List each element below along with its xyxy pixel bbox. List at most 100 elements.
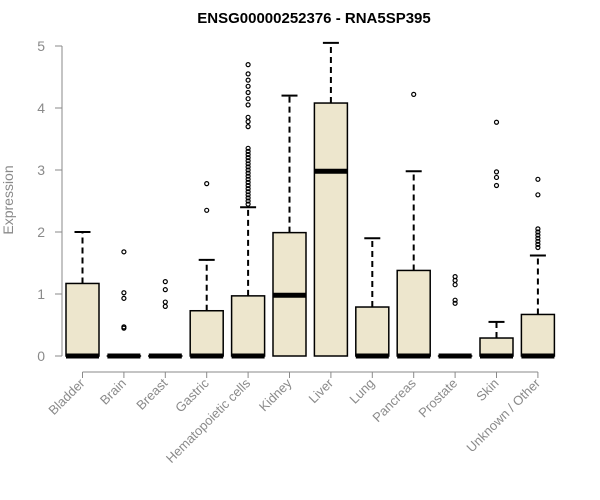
outlier-point [162, 303, 168, 309]
outlier-point [204, 181, 210, 187]
outlier-point [245, 201, 251, 207]
outlier-point [452, 274, 458, 280]
outlier-point [245, 145, 251, 151]
outlier-point [162, 279, 168, 285]
box-group [437, 274, 473, 359]
outlier-point [493, 169, 500, 175]
outlier-point [245, 151, 251, 158]
x-tick-label: Skin [473, 376, 501, 404]
box [520, 313, 556, 357]
outlier-point [535, 226, 541, 232]
outlier-point [245, 89, 251, 96]
box-group [65, 231, 100, 359]
outlier-point [535, 244, 541, 251]
outlier-point [245, 176, 251, 182]
outlier-point [452, 297, 458, 303]
x-tick-label: Gastric [172, 375, 212, 415]
outlier-point [162, 287, 168, 293]
outlier-point [493, 119, 500, 125]
x-tick-label: Lung [346, 376, 377, 407]
outlier-point [245, 123, 251, 130]
box-group [479, 119, 514, 359]
outlier-point [245, 198, 251, 204]
x-tick-label: Prostate [415, 376, 460, 421]
outlier-point [245, 167, 251, 173]
outlier-point [535, 192, 541, 198]
box [313, 102, 349, 357]
x-tick-label: Unknown / Other [463, 375, 543, 455]
outlier-point [493, 182, 500, 189]
outlier-point [245, 161, 251, 167]
outlier-point [121, 290, 127, 296]
outlier-point [245, 61, 251, 68]
outlier-point [535, 241, 541, 247]
box [396, 269, 431, 357]
outlier-point [245, 77, 251, 83]
box-group [148, 279, 183, 359]
outlier-point [452, 282, 458, 288]
outlier-point [245, 102, 251, 108]
box-group [106, 249, 142, 359]
outlier-point [245, 186, 251, 192]
y-axis-label: Expression [0, 165, 16, 234]
outlier-point [162, 299, 168, 305]
outlier-point [245, 71, 251, 77]
y-tick-label: 5 [37, 38, 45, 54]
box-group [189, 181, 224, 359]
outlier-point [245, 83, 251, 89]
outlier-point [204, 207, 210, 213]
outlier-point [535, 229, 541, 235]
box [355, 306, 390, 357]
outlier-point [245, 158, 251, 164]
y-axis: 0 1 2 3 4 5 [37, 38, 63, 364]
outlier-point [245, 173, 251, 179]
outlier-point [245, 119, 251, 125]
outlier-point [245, 164, 251, 170]
y-tick-label: 4 [37, 100, 45, 116]
x-tick-label: Brain [97, 376, 129, 408]
x-tick-label: Pancreas [369, 375, 419, 425]
x-tick-label: Kidney [256, 375, 295, 414]
outlier-point [245, 96, 251, 102]
outlier-point [245, 182, 251, 189]
outlier-point [452, 300, 458, 306]
outlier-point [245, 189, 251, 195]
box-group [230, 61, 266, 359]
y-tick-label: 1 [37, 286, 45, 302]
outlier-point [535, 235, 541, 241]
outlier-point [121, 324, 127, 330]
y-tick-label: 3 [37, 162, 45, 178]
plot-area [65, 41, 556, 359]
outlier-point [245, 155, 251, 161]
box-group [355, 237, 390, 359]
outlier-point [245, 179, 251, 185]
outlier-point [535, 232, 541, 238]
x-tick-label: Bladder [45, 375, 88, 418]
outlier-point [245, 192, 251, 198]
x-tick-label: Breast [133, 375, 170, 412]
outlier-point [411, 91, 417, 97]
box [189, 309, 224, 357]
x-tick-label: Liver [305, 375, 336, 406]
outlier-point [245, 170, 251, 176]
outlier-point [535, 238, 541, 244]
outlier-point [535, 176, 541, 182]
box-group [396, 91, 431, 359]
box [65, 282, 100, 357]
outlier-point [121, 249, 127, 255]
outlier-point [493, 174, 500, 181]
outlier-point [245, 148, 251, 154]
y-tick-label: 2 [37, 224, 45, 240]
outlier-point [245, 195, 251, 201]
box [479, 337, 514, 357]
box-group [313, 41, 349, 357]
box-group [272, 94, 307, 357]
outlier-point [121, 295, 127, 301]
y-tick-label: 0 [37, 348, 45, 364]
box [230, 295, 266, 357]
box-group [520, 176, 556, 359]
outlier-point [245, 114, 251, 120]
chart-title: ENSG00000252376 - RNA5SP395 [197, 10, 430, 27]
